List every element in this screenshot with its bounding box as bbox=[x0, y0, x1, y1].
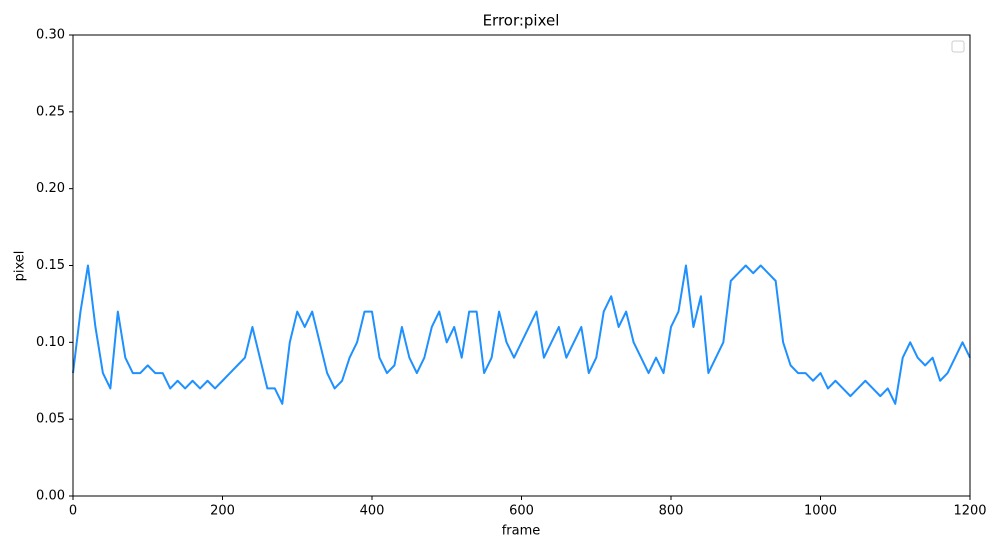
y-tick-label: 0.00 bbox=[36, 489, 65, 504]
y-tick-label: 0.10 bbox=[36, 335, 65, 350]
x-tick-label: 1200 bbox=[953, 504, 986, 519]
y-tick-label: 0.15 bbox=[36, 258, 65, 273]
chart-title: Error:pixel bbox=[483, 12, 560, 30]
x-tick-label: 800 bbox=[659, 504, 684, 519]
plot-frame bbox=[72, 34, 971, 497]
x-axis-label: frame bbox=[502, 524, 541, 539]
x-tick-label: 400 bbox=[360, 504, 385, 519]
y-axis-label: pixel bbox=[13, 251, 28, 282]
x-tick-label: 1000 bbox=[804, 504, 837, 519]
x-tick-label: 600 bbox=[509, 504, 534, 519]
y-tick-label: 0.25 bbox=[36, 104, 65, 119]
x-tick-label: 200 bbox=[210, 504, 235, 519]
legend-box bbox=[951, 40, 965, 53]
y-tick-label: 0.30 bbox=[36, 28, 65, 43]
data-line bbox=[72, 264, 971, 405]
y-tick-label: 0.05 bbox=[36, 412, 65, 427]
y-tick-label: 0.20 bbox=[36, 181, 65, 196]
x-tick-label: 0 bbox=[69, 504, 77, 519]
